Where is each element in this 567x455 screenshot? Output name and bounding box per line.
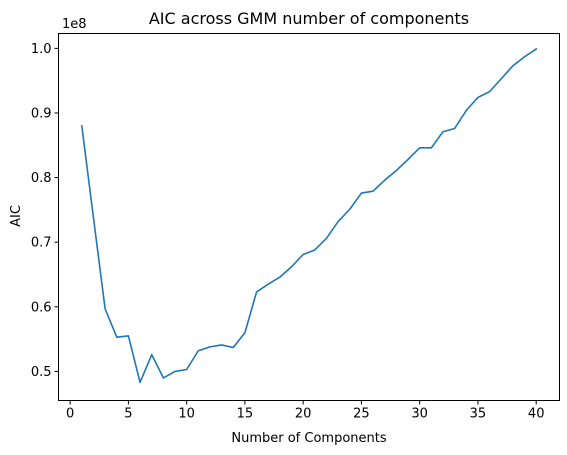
data-point: [395, 169, 397, 172]
data-point: [465, 109, 467, 111]
data-point: [419, 147, 421, 149]
data-point: [267, 283, 269, 285]
data-point: [488, 91, 491, 93]
y-tick-label: 0.5: [31, 365, 52, 380]
data-point: [139, 381, 141, 384]
data-point: [209, 346, 211, 348]
x-tick-label: 25: [353, 407, 370, 422]
data-point: [384, 179, 386, 181]
data-point: [127, 335, 130, 337]
data-point: [430, 147, 432, 149]
data-point: [535, 48, 537, 50]
x-tick-label: 35: [470, 407, 487, 422]
x-tick-label: 20: [295, 407, 312, 422]
y-tick-label: 0.9: [31, 106, 52, 121]
data-point: [407, 158, 409, 161]
data-point: [104, 308, 106, 310]
data-point: [81, 125, 83, 127]
y-tick-label: 0.7: [31, 236, 52, 251]
data-point: [116, 336, 118, 338]
x-tick-label: 30: [411, 407, 428, 422]
y-tick-label: 1.0: [31, 42, 52, 57]
data-point: [337, 220, 339, 223]
data-point: [92, 217, 95, 219]
chart-title: AIC across GMM number of components: [149, 9, 469, 28]
y-tick-label: 0.8: [31, 171, 52, 186]
data-point: [244, 332, 246, 334]
data-point: [360, 192, 363, 194]
data-point: [500, 78, 502, 80]
series-line: [80, 47, 538, 384]
data-point: [174, 370, 176, 373]
plot-frame: [58, 33, 560, 401]
y-axis-label: AIC: [9, 205, 24, 227]
y-tick-label: 0.6: [31, 300, 52, 315]
data-point: [151, 354, 153, 356]
data-point: [512, 65, 514, 67]
data-point: [162, 377, 164, 379]
data-point: [314, 249, 316, 251]
data-point: [232, 346, 234, 349]
data-point: [372, 190, 374, 192]
x-tick-label: 0: [66, 407, 74, 422]
data-point: [325, 237, 328, 239]
data-point: [255, 291, 258, 293]
x-tick-label: 10: [178, 407, 195, 422]
data-point: [186, 368, 188, 371]
data-point: [197, 350, 199, 352]
data-point: [221, 344, 223, 346]
y-offset-label: 1e8: [62, 17, 87, 32]
data-point: [523, 56, 526, 58]
x-tick-label: 5: [124, 407, 132, 422]
data-point: [442, 131, 444, 133]
x-axis-label: Number of Components: [231, 431, 386, 446]
x-tick-label: 15: [237, 407, 254, 422]
data-point: [477, 96, 479, 99]
data-point: [454, 127, 456, 130]
data-point: [349, 208, 351, 210]
data-point: [290, 266, 293, 268]
data-point: [302, 253, 304, 256]
x-tick-label: 40: [528, 407, 545, 422]
data-point: [279, 276, 281, 278]
